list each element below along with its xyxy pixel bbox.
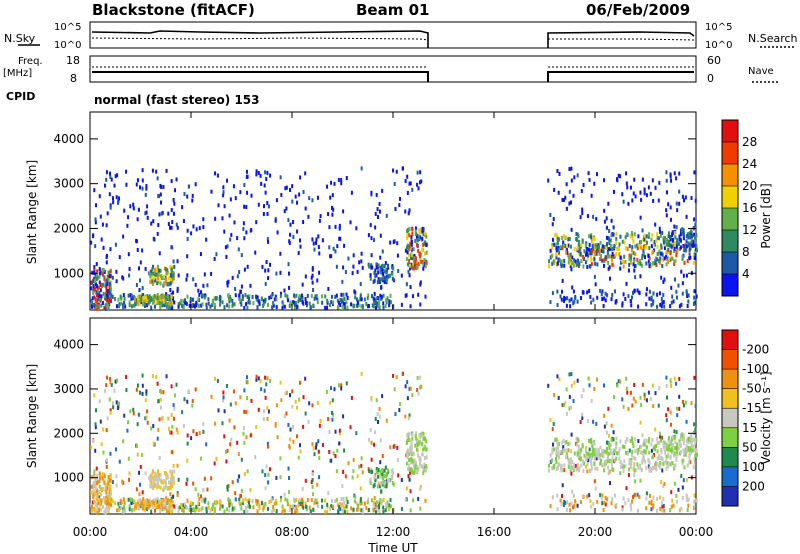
colorbar-tick: 8 [742,245,750,259]
freq-label-1: Freq. [18,56,43,67]
velocity-colorbar-label: Velocity [m s⁻¹] [759,371,773,464]
x-tick-label: 12:00 [376,525,411,539]
x-tick-label: 00:00 [679,525,714,539]
colorbar-tick: 20 [742,179,757,193]
velocity-ylabel: Slant Range [km] [25,364,39,468]
colorbar-tick: -200 [742,343,769,357]
noise-right-label: N.Search [748,32,798,45]
y-tick-label: 1000 [53,266,84,280]
colorbar-segment [722,408,738,428]
colorbar-segment [722,466,738,487]
colorbar-tick: 28 [742,135,757,149]
cpid-value: normal (fast stereo) 153 [94,93,260,107]
velocity-panel: 1000 2000 3000 4000 Slant Range [km] [25,317,698,516]
date-title: 06/Feb/2009 [586,1,690,19]
noise-panel [89,21,697,49]
power-panel: 1000 2000 3000 4000 Slant Range [km] [25,111,698,312]
colorbar-tick: 16 [742,201,757,215]
colorbar-segment [722,208,738,230]
noise-right-tick-top: 10^5 [705,22,732,33]
x-tick-label: 04:00 [174,525,209,539]
y-tick-label: 1000 [53,471,84,485]
power-ylabel: Slant Range [km] [25,160,39,264]
cpid-label: CPID [6,90,35,103]
colorbar-segment [722,388,738,409]
colorbar-tick: 15 [742,421,757,435]
noise-right-tick-bottom: 10^0 [705,40,732,51]
colorbar-tick: 200 [742,479,765,493]
time-axis-label: Time UT [367,541,418,554]
x-tick-label: 00:00 [73,525,108,539]
y-tick-label: 4000 [53,132,84,146]
colorbar-tick: 100 [742,460,765,474]
power-cells [90,166,698,312]
colorbar-tick: 12 [742,223,757,237]
freq-label-2: [MHz] [3,68,32,79]
colorbar-segment [722,447,738,467]
nave-tick-top: 60 [707,54,721,67]
freq-tick-top: 18 [66,54,80,67]
station-title: Blackstone (fitACF) [92,1,255,19]
colorbar-segment [722,330,738,350]
velocity-cells [90,371,698,516]
time-axis: 00:00 04:00 08:00 12:00 16:00 20:00 00:00 [73,112,714,539]
noise-left-tick-top: 10^5 [54,22,81,33]
colorbar-segment [722,252,738,274]
velocity-colorbar: 200 100 50 15 -15 -50 -100 -200 [721,329,769,507]
freq-traces [92,66,694,82]
colorbar-tick: -50 [742,382,762,396]
colorbar-segment [722,142,738,164]
power-y-ticks: 1000 2000 3000 4000 [53,132,696,280]
velocity-y-ticks: 1000 2000 3000 4000 [53,338,696,485]
colorbar-segment [722,230,738,252]
colorbar-segment [722,369,738,389]
colorbar-tick: 50 [742,440,757,454]
colorbar-tick: 24 [742,157,757,171]
colorbar-tick: -15 [742,401,762,415]
noise-traces [91,30,695,48]
colorbar-tick: 4 [742,267,750,281]
freq-panel [89,55,697,83]
y-tick-label: 3000 [53,382,84,396]
colorbar-segment [722,120,738,142]
colorbar-segment [722,186,738,208]
noise-left-label: N.Sky [4,32,36,45]
y-tick-label: 2000 [53,221,84,235]
colorbar-segment [722,274,738,296]
x-tick-label: 08:00 [275,525,310,539]
x-tick-label: 16:00 [477,525,512,539]
y-tick-label: 2000 [53,426,84,440]
noise-left-tick-bottom: 10^0 [54,40,81,51]
power-colorbar: 4 8 12 16 20 24 28 [721,119,757,297]
power-colorbar-label: Power [dB] [759,183,773,248]
colorbar-segment [722,486,738,506]
freq-tick-bottom: 8 [70,72,77,85]
nave-label: Nave [748,66,774,77]
beam-title: Beam 01 [356,1,429,19]
y-tick-label: 4000 [53,338,84,352]
colorbar-segment [722,164,738,186]
colorbar-segment [722,349,738,370]
colorbar-segment [722,427,738,448]
y-tick-label: 3000 [53,177,84,191]
x-tick-label: 20:00 [578,525,613,539]
nave-tick-bottom: 0 [707,72,714,85]
colorbar-tick: -100 [742,362,769,376]
